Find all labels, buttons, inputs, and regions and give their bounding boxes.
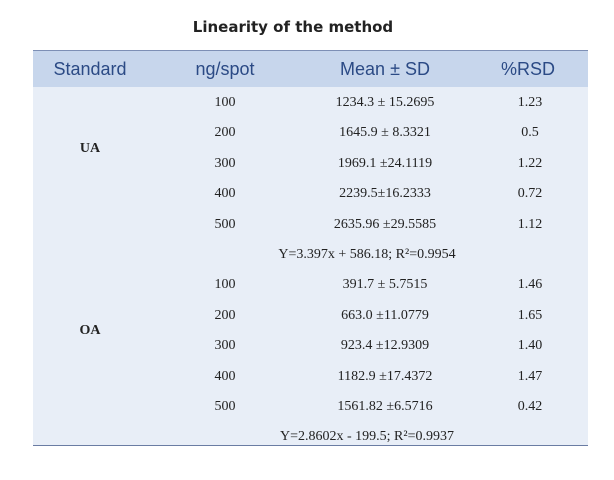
standard-label: OA (79, 323, 101, 339)
cell: 200 (214, 125, 236, 141)
cell: 1969.1 ±24.1119 (337, 155, 433, 171)
header-row: Standard ng/spot Mean ± SD %RSD (33, 51, 588, 87)
cell: 0.72 (517, 186, 543, 202)
cell: 1.12 (517, 216, 543, 232)
cell: 391.7 ± 5.7515 (342, 277, 428, 293)
header-cell: Mean ± SD (340, 59, 430, 79)
cell: 1234.3 ± 15.2695 (335, 95, 435, 110)
regression-equation: Y=3.397x + 586.18; R²=0.9954 (278, 247, 456, 262)
cell: 500 (214, 216, 236, 232)
cell: 663.0 ±11.0779 (341, 307, 429, 323)
cell: 1.22 (517, 155, 543, 171)
table-title: Linearity of the method (192, 18, 394, 36)
cell: 923.4 ±12.9309 (340, 338, 430, 354)
cell: 300 (214, 155, 236, 171)
cell: 500 (214, 399, 236, 414)
cell: 1.47 (517, 368, 543, 384)
cell: 0.5 (521, 125, 539, 141)
header-cell: Standard (53, 59, 127, 79)
table: Standard ng/spot Mean ± SD %RSD 100 1234.3 ±… (33, 50, 588, 446)
cell: 100 (214, 95, 236, 110)
cell: 400 (214, 186, 236, 202)
cell: 1561.82 ±6.5716 (337, 399, 433, 414)
cell: 1.40 (517, 338, 543, 354)
cell: 100 (214, 277, 236, 293)
regression-equation: Y=2.8602x - 199.5; R²=0.9937 (280, 429, 454, 445)
cell: 200 (214, 307, 236, 323)
cell: 1182.9 ±17.4372 (337, 368, 433, 384)
cell: 400 (214, 368, 236, 384)
cell: 2239.5±16.2333 (339, 186, 431, 202)
cell: 1645.9 ± 8.3321 (339, 125, 431, 141)
cell: 1.65 (517, 307, 543, 323)
cell: 300 (214, 338, 236, 354)
cell: 1.23 (517, 95, 543, 110)
cell: 2635.96 ±29.5585 (333, 216, 437, 232)
cell: 1.46 (517, 277, 543, 293)
cell: 0.42 (517, 399, 543, 414)
standard-label: UA (79, 140, 101, 156)
header-cell: %RSD (500, 59, 556, 79)
header-cell: ng/spot (195, 59, 255, 79)
